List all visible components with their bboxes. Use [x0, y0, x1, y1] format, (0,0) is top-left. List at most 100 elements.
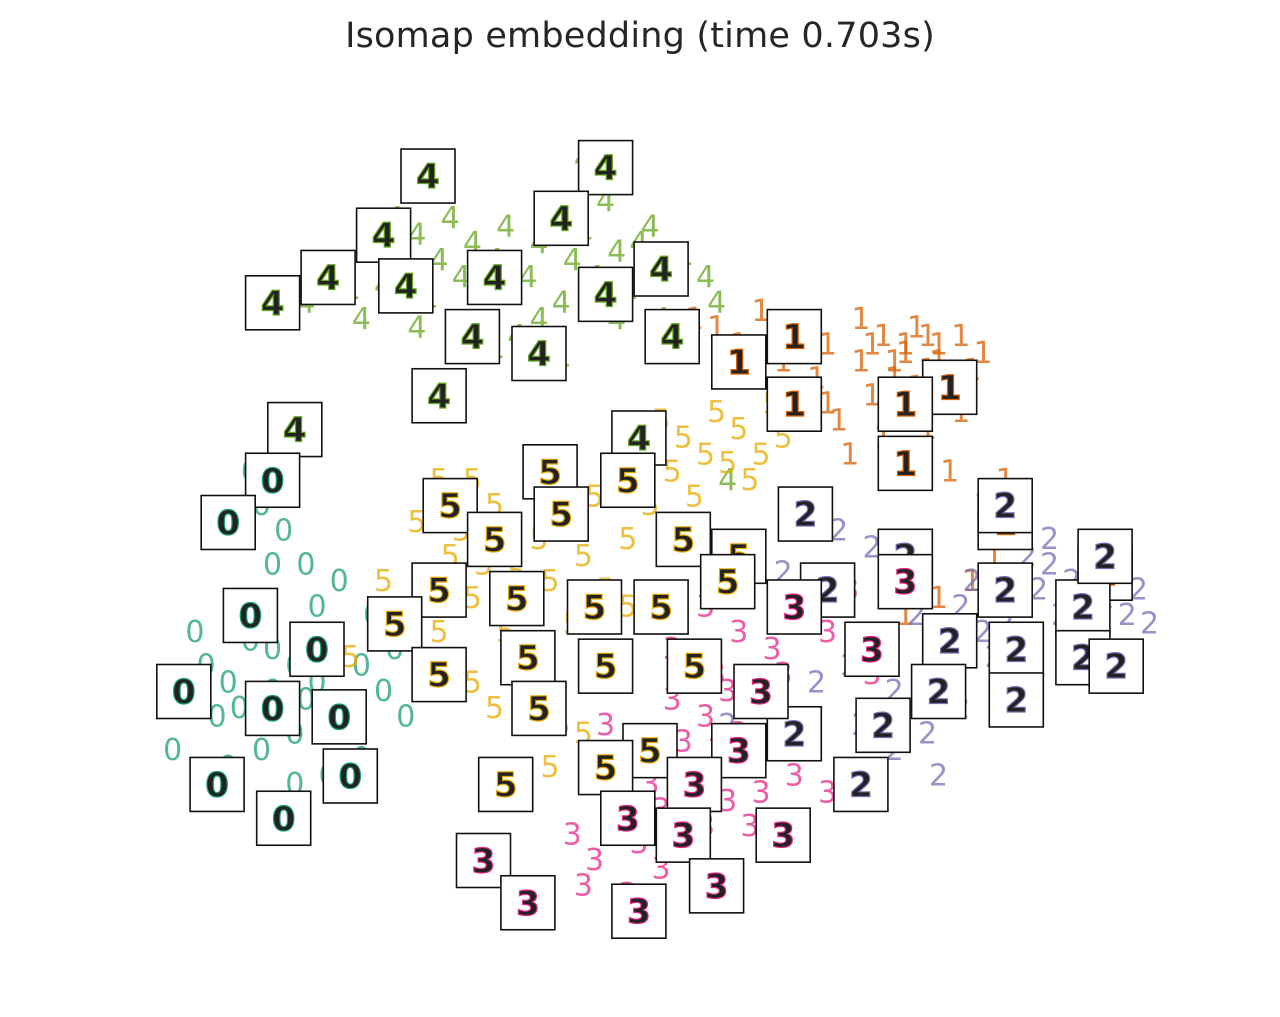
thumbnail-frame: [189, 756, 245, 813]
thumbnail-frame: [733, 663, 789, 720]
digit-thumbnail: 5: [666, 638, 723, 694]
thumbnail-frame: [1055, 579, 1111, 635]
thumbnail-frame: [511, 680, 567, 737]
digit-thumbnail: 5: [511, 680, 567, 737]
data-point-digit-3: 3: [718, 674, 737, 709]
thumbnail-digit-image: 2: [782, 715, 806, 755]
data-point-digit-1: 1: [851, 302, 870, 337]
thumbnail-frame: [977, 562, 1034, 618]
data-point-digit-5: 5: [674, 421, 693, 456]
thumbnail-digit-image: 5: [516, 639, 540, 679]
digit-thumbnail: 4: [577, 139, 634, 196]
digit-thumbnail: 0: [156, 663, 212, 720]
thumbnail-frame: [766, 376, 823, 433]
thumbnail-frame: [1077, 528, 1133, 585]
digit-thumbnail: 4: [411, 367, 467, 424]
digit-thumbnail: 3: [455, 832, 512, 889]
digit-thumbnail: 0: [311, 689, 368, 745]
digit-thumbnail: 3: [655, 807, 712, 863]
thumbnail-digit-image: 3: [516, 884, 540, 924]
data-point-digit-1: 1: [918, 319, 937, 354]
thumbnail-digit-image: 3: [616, 799, 640, 839]
digit-thumbnail: 2: [1088, 638, 1144, 694]
digit-thumbnail: 3: [766, 579, 823, 635]
digit-thumbnail: 2: [921, 612, 978, 669]
data-point-digit-2: 2: [1040, 522, 1059, 557]
digit-thumbnail: 3: [733, 663, 789, 720]
data-point-digit-0: 0: [274, 513, 293, 548]
data-point-digit-5: 5: [696, 437, 715, 472]
data-point-digit-3: 3: [574, 868, 593, 903]
thumbnail-digit-image: 1: [938, 368, 962, 408]
thumbnail-frame: [877, 553, 934, 610]
digit-thumbnail: 0: [255, 790, 312, 847]
data-point-digit-5: 5: [541, 750, 560, 785]
data-point-digit-4: 4: [352, 302, 371, 337]
thumbnail-digit-image: 2: [1104, 647, 1128, 687]
data-point-digit-0: 0: [330, 564, 349, 599]
data-point-digit-0: 0: [374, 674, 393, 709]
thumbnail-digit-image: 5: [594, 749, 618, 789]
data-point-digit-3: 3: [563, 818, 582, 853]
data-point-digit-4: 4: [563, 243, 582, 278]
thumbnail-digit-image: 4: [283, 411, 307, 451]
thumbnail-frame: [844, 621, 900, 678]
data-point-digit-4: 4: [407, 311, 426, 346]
digit-thumbnail: 0: [222, 587, 279, 644]
data-point-digit-1: 1: [862, 328, 881, 363]
data-point-digit-3: 3: [674, 725, 693, 760]
thumbnail-digit-image: 3: [860, 630, 884, 670]
thumbnail-frame: [766, 308, 823, 365]
thumbnail-digit-image: 4: [483, 258, 507, 298]
data-point-digit-4: 4: [452, 260, 471, 295]
thumbnail-digit-image: 0: [272, 799, 296, 839]
thumbnail-digit-image: 0: [261, 461, 285, 501]
thumbnail-frame: [633, 241, 689, 297]
thumbnail-digit-image: 3: [627, 892, 651, 932]
thumbnail-frame: [1088, 638, 1144, 694]
data-point-digit-3: 3: [763, 632, 782, 667]
data-point-digit-1: 1: [829, 404, 848, 439]
digit-thumbnail: 5: [533, 486, 590, 542]
data-point-digit-2: 2: [829, 513, 848, 548]
thumbnail-digit-image: 5: [438, 487, 462, 527]
digit-thumbnail: 0: [200, 494, 256, 551]
data-point-digit-0: 0: [396, 699, 415, 734]
digit-thumbnail: 0: [244, 680, 301, 737]
digit-thumbnail: 4: [511, 325, 567, 382]
data-point-digit-5: 5: [341, 640, 360, 675]
thumbnail-digit-image: 4: [261, 284, 285, 324]
thumbnail-frame: [377, 258, 434, 314]
data-point-digit-5: 5: [618, 590, 637, 625]
thumbnail-frame: [566, 579, 623, 635]
thumbnail-frame: [411, 646, 467, 703]
thumbnail-digit-image: 2: [794, 495, 818, 535]
data-point-digit-4: 4: [707, 285, 726, 320]
digit-thumbnail: 4: [377, 258, 434, 314]
thumbnail-frame: [300, 249, 356, 306]
thumbnail-digit-image: 3: [893, 563, 917, 603]
thumbnail-digit-image: 5: [494, 765, 518, 805]
thumbnail-frame: [255, 790, 312, 847]
data-point-digit-5: 5: [585, 480, 604, 515]
data-point-digit-5: 5: [541, 564, 560, 599]
digit-thumbnail: 5: [633, 579, 689, 635]
digit-thumbnail: 1: [710, 334, 767, 390]
thumbnail-frame: [411, 367, 467, 424]
thumbnail-digit-image: 2: [1004, 681, 1028, 721]
thumbnail-digit-image: 4: [549, 199, 573, 239]
digit-thumbnail: 3: [688, 858, 745, 914]
digit-thumbnail: 4: [466, 249, 523, 306]
thumbnail-frame: [855, 697, 911, 754]
digit-thumbnail: 0: [322, 748, 379, 804]
thumbnail-frame: [666, 638, 723, 694]
data-point-digit-0: 0: [263, 547, 282, 582]
thumbnail-digit-image: 2: [849, 765, 873, 805]
thumbnail-digit-image: 4: [594, 275, 618, 315]
thumbnail-digit-image: 3: [727, 732, 751, 772]
thumbnail-frame: [533, 190, 590, 247]
thumbnail-digit-image: 0: [261, 689, 285, 729]
thumbnail-frame: [322, 748, 379, 804]
data-point-digit-5: 5: [707, 395, 726, 430]
thumbnail-digit-image: 5: [527, 689, 551, 729]
